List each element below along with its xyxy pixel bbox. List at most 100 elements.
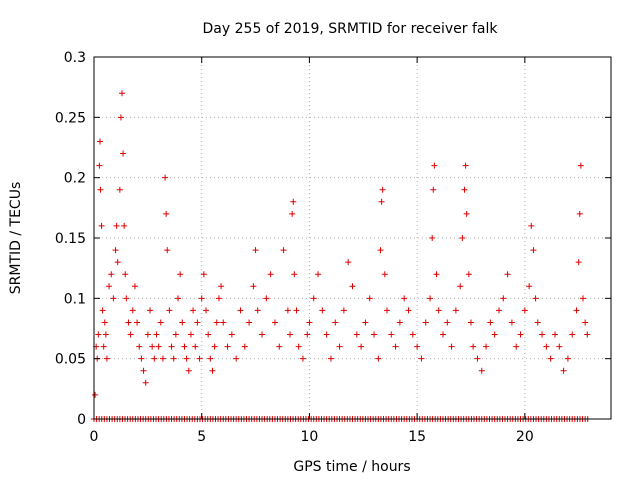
data-point [508,319,515,326]
data-point [371,331,378,338]
data-point [379,186,386,193]
data-point [276,343,283,350]
data-point [254,307,261,314]
data-point [576,210,583,217]
data-point [556,343,563,350]
data-point [98,222,105,229]
data-point [287,331,294,338]
data-point [113,222,120,229]
data-point [215,295,222,302]
data-point [116,186,123,193]
data-point [457,283,464,290]
data-point [100,343,107,350]
data-point [220,319,227,326]
y-tick-label: 0.2 [64,171,86,187]
data-point [179,319,186,326]
data-point [532,295,539,302]
x-tick-label: 0 [90,429,99,445]
data-point [433,271,440,278]
data-point [467,319,474,326]
y-tick-label: 0.3 [64,50,86,66]
data-point [427,295,434,302]
x-axis-label: GPS time / hours [293,459,410,475]
data-point [377,247,384,254]
data-point [543,343,550,350]
data-point [345,259,352,266]
data-point [304,331,311,338]
data-point [560,367,567,374]
data-point [439,331,446,338]
data-point [495,307,502,314]
data-point [168,343,175,350]
data-point [435,307,442,314]
data-point [577,162,584,169]
data-point [136,343,143,350]
data-point [528,222,535,229]
data-point [295,343,302,350]
data-point [203,307,210,314]
data-point [375,355,382,362]
data-point [290,198,297,205]
data-point [513,343,520,350]
data-point [192,343,199,350]
data-point [166,307,173,314]
data-point [263,295,270,302]
y-tick-label: 0.25 [55,110,86,126]
data-point [332,319,339,326]
data-point [280,247,287,254]
data-point [291,271,298,278]
y-axis-label: SRMTID / TECUs [8,182,24,295]
data-point [131,283,138,290]
data-point [474,355,481,362]
x-tick-label: 10 [301,429,319,445]
data-point [299,355,306,362]
data-point [185,367,192,374]
data-point [96,162,103,169]
data-point [164,247,171,254]
data-point [119,90,126,97]
data-point [483,343,490,350]
data-point [106,283,113,290]
data-point [383,307,390,314]
y-tick-label: 0.05 [55,352,86,368]
data-point [504,271,511,278]
data-point [250,283,257,290]
data-point [418,355,425,362]
data-point [405,307,412,314]
data-point [177,271,184,278]
data-point [237,307,244,314]
data-point [117,114,124,121]
data-point [99,307,106,314]
data-point [120,150,127,157]
data-point [366,295,373,302]
data-point [575,259,582,266]
data-point [470,343,477,350]
data-point [134,319,141,326]
data-point [388,331,395,338]
data-point [409,331,416,338]
data-point [349,283,356,290]
x-tick-label: 5 [197,429,206,445]
chart-title: Day 255 of 2019, SRMTID for receiver fal… [203,21,499,37]
x-tick-label: 15 [408,429,426,445]
data-point [183,355,190,362]
data-point [102,331,109,338]
data-point [293,307,300,314]
data-point [378,198,385,205]
data-point [551,331,558,338]
data-point [163,210,170,217]
data-point [289,210,296,217]
data-point [246,319,253,326]
data-point [153,331,160,338]
data-point [122,271,129,278]
data-point [207,355,214,362]
data-point [431,162,438,169]
data-point [491,331,498,338]
x-tick-label: 20 [516,429,534,445]
data-point [500,295,507,302]
data-point [127,331,134,338]
data-point [487,319,494,326]
data-point [241,343,248,350]
data-point [534,319,541,326]
data-point [209,367,216,374]
